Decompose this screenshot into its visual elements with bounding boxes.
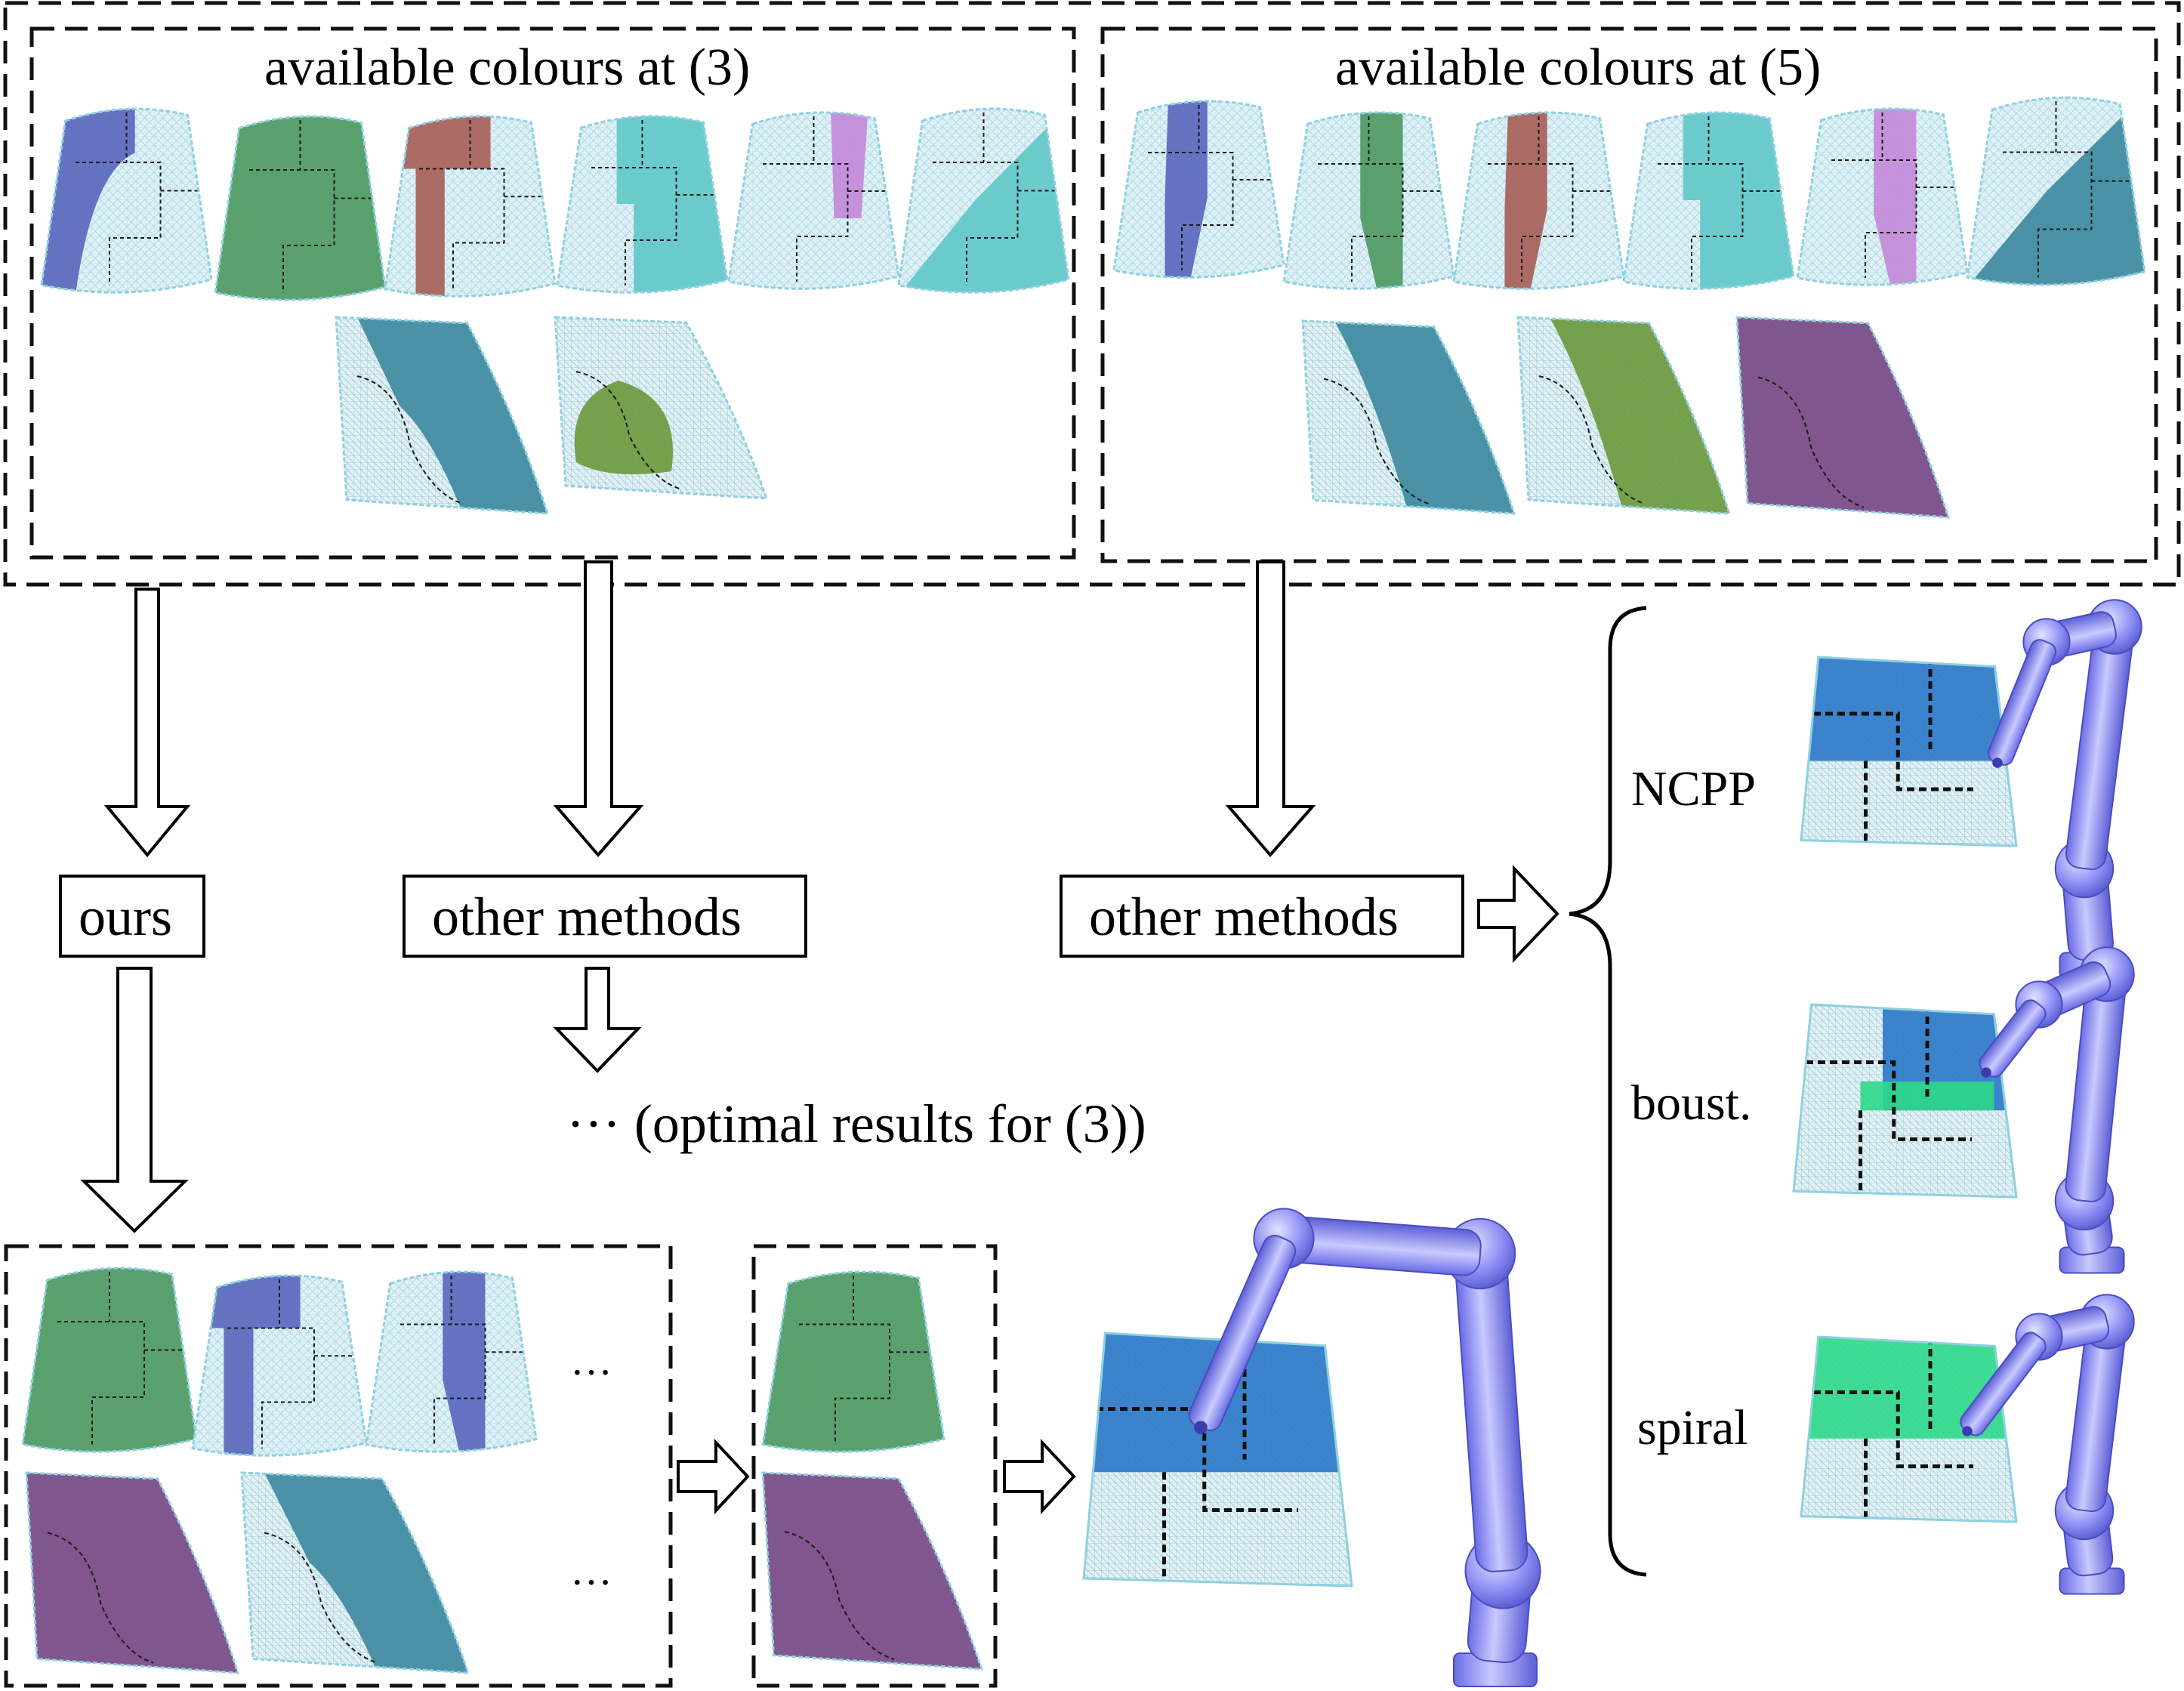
ellipsis-row-2: ··· [570,1560,612,1606]
other-methods-left-label: other methods [432,887,742,947]
mesh-patch-icon [1735,316,1951,519]
robots [1082,599,2142,1687]
mesh-patch-icon [556,115,729,294]
mesh-patch-icon [191,1274,368,1457]
ellipsis-row-1: ··· [570,1350,612,1396]
robot-arm-icon [1960,1294,2135,1595]
mesh-patch-icon [384,115,557,298]
mesh-patch-icon [1452,111,1625,290]
robot-arm-icon [1979,946,2135,1274]
other-methods-left-box [403,875,807,958]
frame-colours-5 [1100,26,2158,563]
frame-ours-results [4,1244,673,1688]
other-methods-right-label: other methods [1089,887,1399,947]
frame-colours-3 [29,26,1076,560]
mesh-patch-icon [1282,111,1455,290]
robot-arm-icon [1188,1208,1541,1687]
down-arrow-icon [553,560,644,858]
other-methods-right-box [1060,875,1464,958]
title-colours-3: available colours at (3) [264,39,751,97]
optimal-results-note: ··· (optimal results for (3)) [566,1094,1146,1154]
mesh-patch-icon [761,1471,984,1671]
mesh-patch-icon [1800,656,2018,847]
mesh-patch-icon [335,316,550,515]
label-boxes [59,875,1464,958]
mesh-patch-icon [25,1471,240,1674]
mesh-patch-icon [21,1267,198,1453]
mesh-patch-icon [365,1270,538,1453]
down-arrow-icon [1225,560,1316,858]
patches-ours [21,1267,984,1674]
method-label-spiral: spiral [1637,1400,1748,1455]
mesh-patch-icon [554,316,769,500]
patches-colours-3 [40,107,1070,515]
mesh-patch-icon [1796,107,1969,286]
curly-brace-icon [1569,606,1647,1577]
mesh-patch-icon [761,1270,945,1453]
mesh-patch-icon [727,111,900,290]
method-label-boust: boust. [1631,1075,1752,1131]
method-label-ncpp: NCPP [1631,761,1757,816]
mesh-patch-icon [1800,1335,2018,1523]
down-arrow-icon [553,967,642,1073]
mesh-patch-icon [240,1471,470,1674]
mesh-patch-icon [897,107,1070,294]
mesh-patch-icon [1112,100,1285,279]
mesh-patch-icon [1082,1332,1353,1588]
mesh-patch-icon [1792,1003,2018,1199]
down-arrow-icon [80,967,189,1233]
down-arrow-icon [103,588,191,858]
ours-label: ours [79,887,172,947]
ours-box [59,875,205,958]
arrows [80,560,1559,1515]
mesh-patch-icon [214,115,387,301]
mesh-patch-icon [1966,96,2146,286]
mesh-patch-icon [40,107,213,294]
dashed-frames [3,1,2181,1688]
right-arrow-icon [1003,1438,1076,1515]
patches-colours-5 [1112,96,2146,519]
frame-selected-result [751,1244,998,1688]
mesh-patch-icon [1301,319,1516,515]
mesh-patch-icon [1516,316,1732,515]
title-colours-5: available colours at (5) [1335,39,1822,97]
right-arrow-icon [677,1438,750,1515]
mesh-patch-icon [1622,111,1795,290]
outer-frame [3,1,2181,587]
right-arrow-icon [1477,864,1559,964]
